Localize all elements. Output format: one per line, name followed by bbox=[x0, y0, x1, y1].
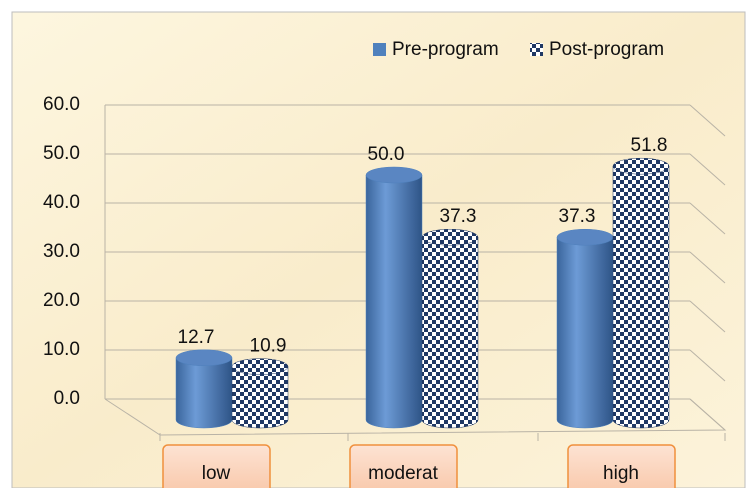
y-tick-label: 10.0 bbox=[43, 339, 80, 360]
x-tick-label: high bbox=[603, 463, 639, 484]
bar bbox=[556, 228, 614, 429]
y-tick-label: 20.0 bbox=[43, 290, 80, 311]
legend-swatch bbox=[530, 43, 543, 56]
bar-top bbox=[175, 349, 233, 367]
bar-body bbox=[612, 165, 670, 429]
bar bbox=[231, 358, 289, 429]
y-tick-label: 30.0 bbox=[43, 241, 80, 262]
bar bbox=[612, 157, 670, 429]
bar-top bbox=[612, 157, 670, 175]
bar-top bbox=[556, 228, 614, 246]
bar-top bbox=[365, 166, 423, 184]
legend-label: Pre-program bbox=[392, 39, 499, 60]
grid-line-depth bbox=[689, 398, 726, 431]
bar bbox=[175, 349, 233, 429]
y-tick-label: 40.0 bbox=[43, 192, 80, 213]
bar-top bbox=[421, 228, 479, 246]
bar-body bbox=[175, 357, 233, 429]
bar-body bbox=[231, 366, 289, 429]
value-label: 37.3 bbox=[440, 206, 477, 227]
grid-line-depth bbox=[689, 300, 726, 333]
grid-line-depth bbox=[689, 251, 726, 284]
grid-line-depth bbox=[689, 349, 726, 382]
bar-top bbox=[231, 358, 289, 375]
category-box bbox=[162, 444, 271, 488]
x-tick-label: low bbox=[202, 463, 231, 484]
legend-label: Post-program bbox=[549, 39, 664, 60]
grid-line-depth bbox=[689, 202, 726, 235]
grid-line-depth bbox=[689, 153, 726, 186]
category-box bbox=[567, 444, 676, 488]
bar-body bbox=[421, 236, 479, 429]
legend-swatch bbox=[373, 43, 386, 56]
value-label: 10.9 bbox=[250, 336, 287, 357]
bar-body bbox=[365, 174, 423, 429]
y-tick-label: 0.0 bbox=[54, 388, 80, 409]
value-label: 12.7 bbox=[178, 327, 215, 348]
value-label: 51.8 bbox=[631, 135, 668, 156]
bar bbox=[421, 228, 479, 429]
bar-body bbox=[556, 236, 614, 429]
x-tick-label: moderat bbox=[368, 463, 438, 484]
bar bbox=[365, 166, 423, 429]
y-tick-label: 60.0 bbox=[43, 94, 80, 115]
value-label: 37.3 bbox=[559, 206, 596, 227]
value-label: 50.0 bbox=[368, 144, 405, 165]
category-box bbox=[349, 444, 458, 488]
grid-line-depth bbox=[689, 104, 726, 137]
y-tick-label: 50.0 bbox=[43, 143, 80, 164]
